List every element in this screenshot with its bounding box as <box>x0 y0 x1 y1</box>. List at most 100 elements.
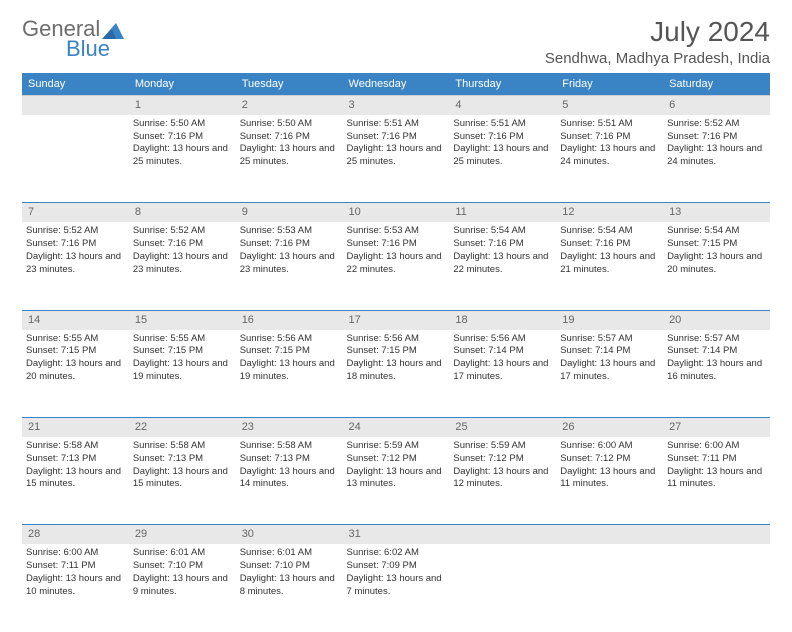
day-number: 7 <box>22 203 129 222</box>
calendar-table: Sunday Monday Tuesday Wednesday Thursday… <box>22 73 770 632</box>
day-number: 24 <box>343 418 450 437</box>
day-cell: Sunrise: 5:54 AMSunset: 7:16 PMDaylight:… <box>449 222 556 310</box>
day-number: 16 <box>236 310 343 329</box>
sunrise-text: Sunrise: 5:53 AM <box>240 225 339 238</box>
weekday-header-row: Sunday Monday Tuesday Wednesday Thursday… <box>22 73 770 96</box>
sunset-text: Sunset: 7:12 PM <box>453 453 552 466</box>
daylight-text: Daylight: 13 hours and 20 minutes. <box>667 251 766 277</box>
sunset-text: Sunset: 7:16 PM <box>453 131 552 144</box>
daylight-text: Daylight: 13 hours and 14 minutes. <box>240 466 339 492</box>
sunrise-text: Sunrise: 5:56 AM <box>347 333 446 346</box>
sunrise-text: Sunrise: 5:57 AM <box>560 333 659 346</box>
sunrise-text: Sunrise: 5:58 AM <box>26 440 125 453</box>
sunrise-text: Sunrise: 5:54 AM <box>560 225 659 238</box>
day-cell: Sunrise: 6:02 AMSunset: 7:09 PMDaylight:… <box>343 544 450 632</box>
daylight-text: Daylight: 13 hours and 17 minutes. <box>560 358 659 384</box>
day-cell: Sunrise: 5:51 AMSunset: 7:16 PMDaylight:… <box>556 115 663 203</box>
day-cell: Sunrise: 5:56 AMSunset: 7:14 PMDaylight:… <box>449 330 556 418</box>
daylight-text: Daylight: 13 hours and 16 minutes. <box>667 358 766 384</box>
sunset-text: Sunset: 7:12 PM <box>560 453 659 466</box>
day-data-row: Sunrise: 5:50 AMSunset: 7:16 PMDaylight:… <box>22 115 770 203</box>
day-number: 9 <box>236 203 343 222</box>
daylight-text: Daylight: 13 hours and 8 minutes. <box>240 573 339 599</box>
day-number: 6 <box>663 96 770 115</box>
day-number: 28 <box>22 525 129 544</box>
day-cell: Sunrise: 5:57 AMSunset: 7:14 PMDaylight:… <box>663 330 770 418</box>
day-cell: Sunrise: 5:57 AMSunset: 7:14 PMDaylight:… <box>556 330 663 418</box>
daylight-text: Daylight: 13 hours and 10 minutes. <box>26 573 125 599</box>
sunset-text: Sunset: 7:11 PM <box>26 560 125 573</box>
day-number: 18 <box>449 310 556 329</box>
daylight-text: Daylight: 13 hours and 19 minutes. <box>133 358 232 384</box>
day-number: 3 <box>343 96 450 115</box>
sunset-text: Sunset: 7:12 PM <box>347 453 446 466</box>
daylight-text: Daylight: 13 hours and 15 minutes. <box>26 466 125 492</box>
day-cell: Sunrise: 5:53 AMSunset: 7:16 PMDaylight:… <box>343 222 450 310</box>
daylight-text: Daylight: 13 hours and 25 minutes. <box>240 143 339 169</box>
day-cell: Sunrise: 5:55 AMSunset: 7:15 PMDaylight:… <box>129 330 236 418</box>
daylight-text: Daylight: 13 hours and 9 minutes. <box>133 573 232 599</box>
weekday-header: Friday <box>556 73 663 96</box>
day-cell: Sunrise: 5:59 AMSunset: 7:12 PMDaylight:… <box>449 437 556 525</box>
day-cell: Sunrise: 5:58 AMSunset: 7:13 PMDaylight:… <box>22 437 129 525</box>
month-title: July 2024 <box>545 16 770 48</box>
sunrise-text: Sunrise: 5:54 AM <box>453 225 552 238</box>
sunset-text: Sunset: 7:13 PM <box>133 453 232 466</box>
sunset-text: Sunset: 7:11 PM <box>667 453 766 466</box>
day-number: 21 <box>22 418 129 437</box>
day-number-row: 14151617181920 <box>22 310 770 329</box>
day-cell: Sunrise: 5:52 AMSunset: 7:16 PMDaylight:… <box>129 222 236 310</box>
daylight-text: Daylight: 13 hours and 22 minutes. <box>347 251 446 277</box>
day-number-row: 78910111213 <box>22 203 770 222</box>
sunrise-text: Sunrise: 5:55 AM <box>133 333 232 346</box>
daylight-text: Daylight: 13 hours and 20 minutes. <box>26 358 125 384</box>
day-number <box>556 525 663 544</box>
day-number: 31 <box>343 525 450 544</box>
day-cell: Sunrise: 5:54 AMSunset: 7:16 PMDaylight:… <box>556 222 663 310</box>
sunset-text: Sunset: 7:16 PM <box>667 131 766 144</box>
weekday-header: Wednesday <box>343 73 450 96</box>
day-number: 17 <box>343 310 450 329</box>
day-number: 5 <box>556 96 663 115</box>
day-cell: Sunrise: 5:51 AMSunset: 7:16 PMDaylight:… <box>449 115 556 203</box>
daylight-text: Daylight: 13 hours and 18 minutes. <box>347 358 446 384</box>
daylight-text: Daylight: 13 hours and 23 minutes. <box>26 251 125 277</box>
day-number: 13 <box>663 203 770 222</box>
sunrise-text: Sunrise: 5:56 AM <box>240 333 339 346</box>
day-cell <box>449 544 556 632</box>
day-data-row: Sunrise: 5:55 AMSunset: 7:15 PMDaylight:… <box>22 330 770 418</box>
daylight-text: Daylight: 13 hours and 23 minutes. <box>240 251 339 277</box>
daylight-text: Daylight: 13 hours and 13 minutes. <box>347 466 446 492</box>
sunset-text: Sunset: 7:16 PM <box>133 238 232 251</box>
daylight-text: Daylight: 13 hours and 24 minutes. <box>560 143 659 169</box>
sunset-text: Sunset: 7:14 PM <box>560 345 659 358</box>
daylight-text: Daylight: 13 hours and 19 minutes. <box>240 358 339 384</box>
day-number: 10 <box>343 203 450 222</box>
sunset-text: Sunset: 7:16 PM <box>240 238 339 251</box>
sunset-text: Sunset: 7:16 PM <box>347 238 446 251</box>
day-cell: Sunrise: 6:00 AMSunset: 7:12 PMDaylight:… <box>556 437 663 525</box>
sunset-text: Sunset: 7:14 PM <box>453 345 552 358</box>
day-data-row: Sunrise: 5:52 AMSunset: 7:16 PMDaylight:… <box>22 222 770 310</box>
daylight-text: Daylight: 13 hours and 23 minutes. <box>133 251 232 277</box>
sunset-text: Sunset: 7:10 PM <box>240 560 339 573</box>
sunrise-text: Sunrise: 5:54 AM <box>667 225 766 238</box>
day-number <box>449 525 556 544</box>
sunrise-text: Sunrise: 5:55 AM <box>26 333 125 346</box>
day-cell: Sunrise: 6:00 AMSunset: 7:11 PMDaylight:… <box>663 437 770 525</box>
weekday-header: Saturday <box>663 73 770 96</box>
day-number <box>663 525 770 544</box>
sunrise-text: Sunrise: 5:50 AM <box>240 118 339 131</box>
day-data-row: Sunrise: 6:00 AMSunset: 7:11 PMDaylight:… <box>22 544 770 632</box>
sunrise-text: Sunrise: 6:01 AM <box>240 547 339 560</box>
daylight-text: Daylight: 13 hours and 25 minutes. <box>453 143 552 169</box>
day-cell: Sunrise: 6:00 AMSunset: 7:11 PMDaylight:… <box>22 544 129 632</box>
day-number: 19 <box>556 310 663 329</box>
day-number: 12 <box>556 203 663 222</box>
day-cell: Sunrise: 5:58 AMSunset: 7:13 PMDaylight:… <box>236 437 343 525</box>
daylight-text: Daylight: 13 hours and 11 minutes. <box>560 466 659 492</box>
sunset-text: Sunset: 7:16 PM <box>133 131 232 144</box>
daylight-text: Daylight: 13 hours and 25 minutes. <box>347 143 446 169</box>
sunrise-text: Sunrise: 5:52 AM <box>667 118 766 131</box>
day-number: 22 <box>129 418 236 437</box>
